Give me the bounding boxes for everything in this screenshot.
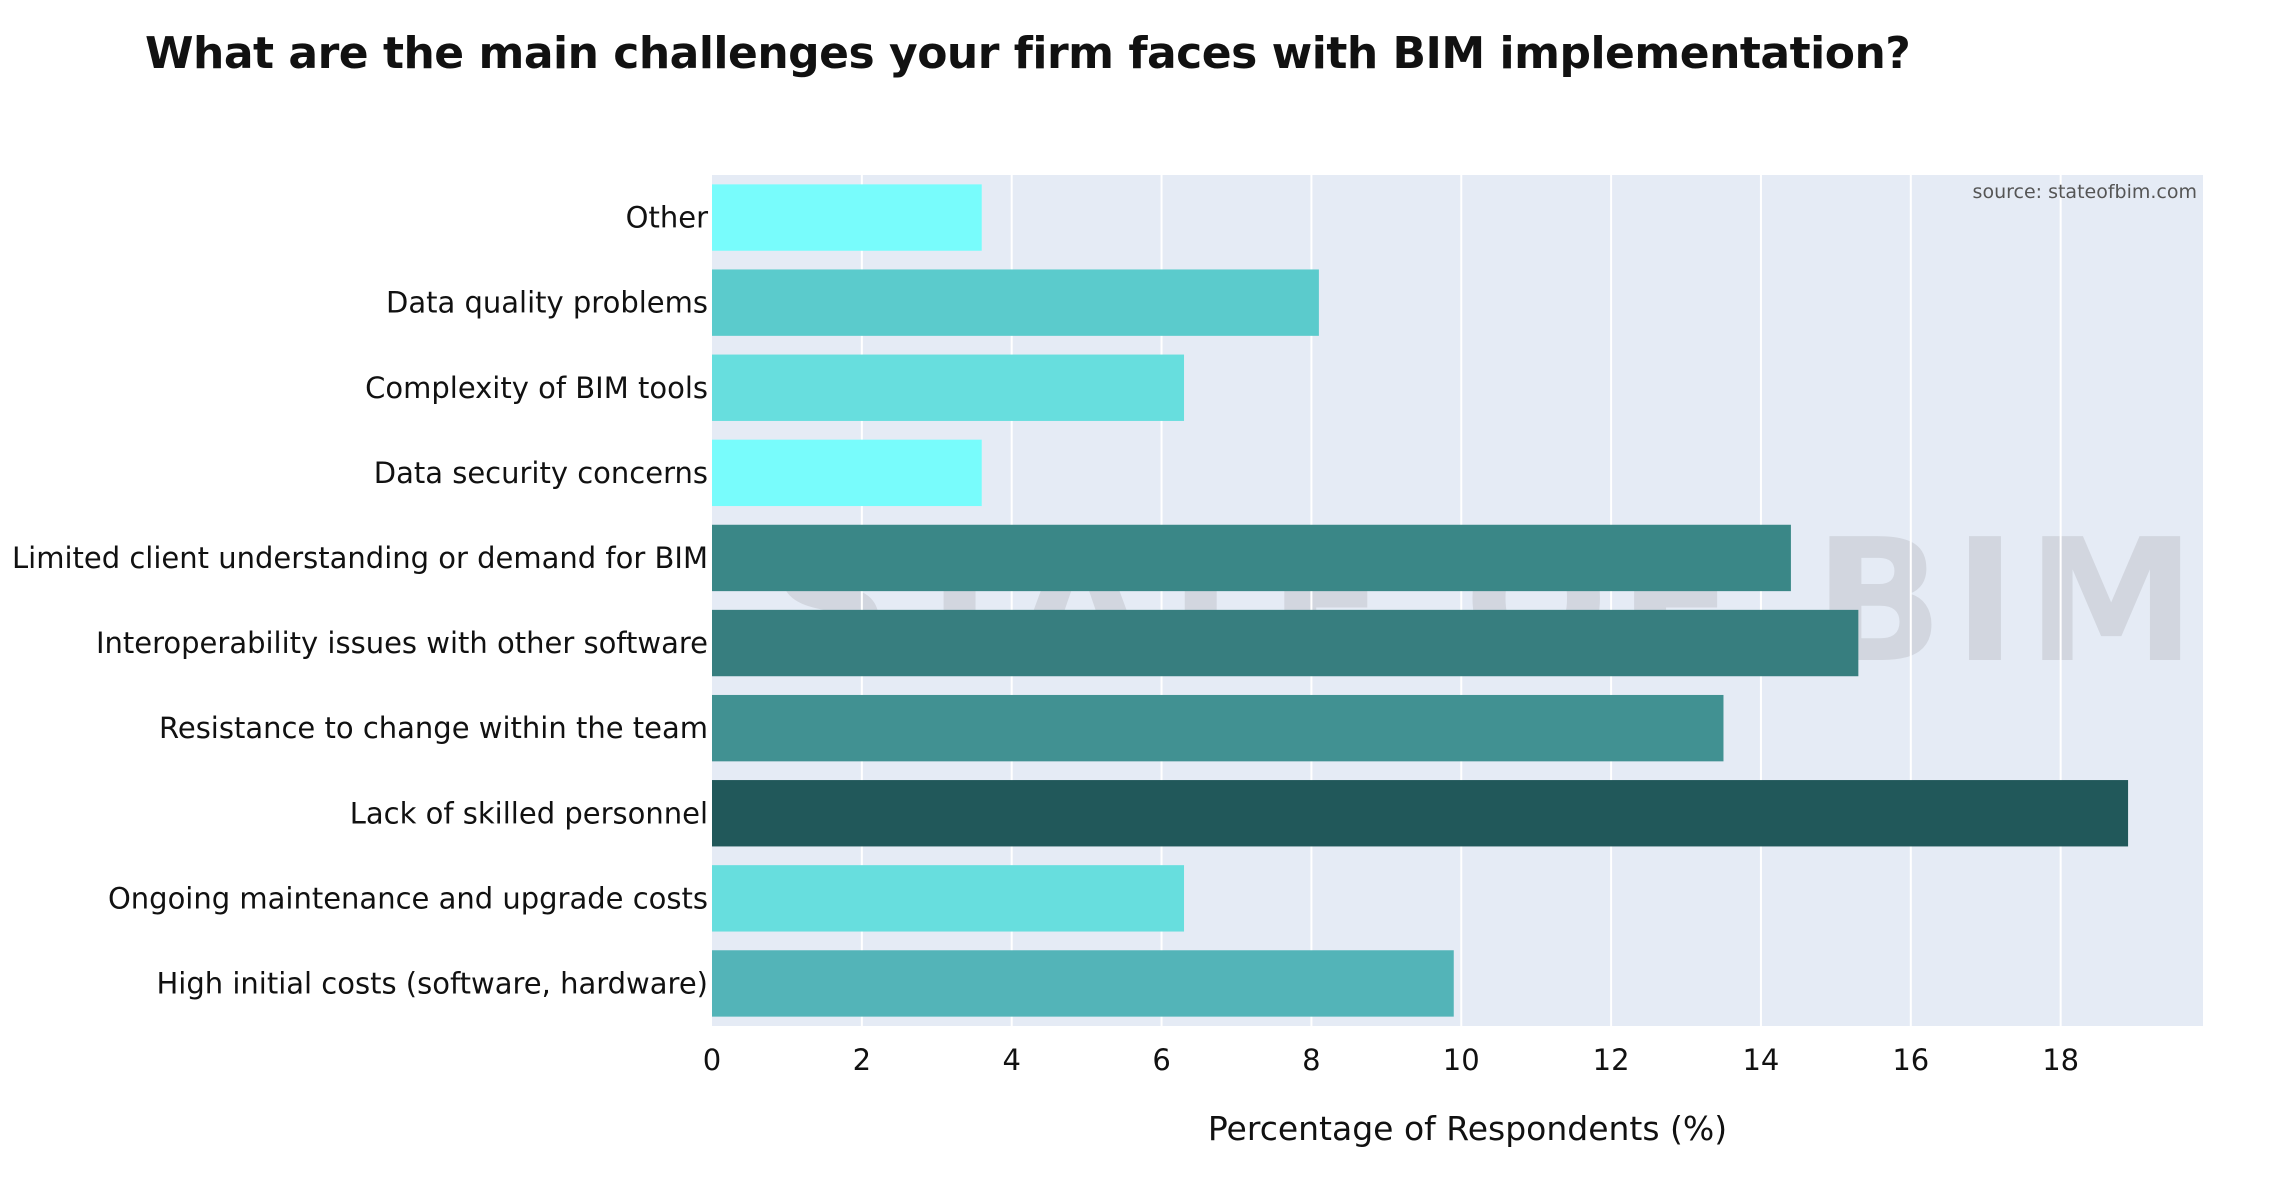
bar bbox=[712, 609, 1859, 677]
bar bbox=[712, 184, 982, 251]
bar bbox=[712, 950, 1454, 1017]
chart-title: What are the main challenges your firm f… bbox=[145, 28, 1911, 79]
y-tick-label: Data quality problems bbox=[386, 286, 708, 320]
y-tick-label: Limited client understanding or demand f… bbox=[12, 541, 708, 575]
bar bbox=[712, 269, 1319, 336]
x-tick-label: 2 bbox=[853, 1043, 871, 1077]
y-tick-label: Complexity of BIM tools bbox=[365, 371, 708, 405]
y-axis-labels: High initial costs (software, hardware) O… bbox=[12, 201, 708, 1001]
bar bbox=[712, 865, 1185, 932]
y-tick-label: Resistance to change within the team bbox=[159, 711, 708, 745]
x-axis-ticks: 0 2 4 6 8 10 12 14 16 18 bbox=[703, 1043, 2079, 1077]
x-tick-label: 12 bbox=[1593, 1043, 1630, 1077]
bar bbox=[712, 354, 1185, 421]
y-tick-label: Data security concerns bbox=[374, 456, 708, 490]
x-tick-label: 18 bbox=[2042, 1043, 2079, 1077]
x-tick-label: 14 bbox=[1742, 1043, 1779, 1077]
bar bbox=[712, 780, 2129, 847]
x-tick-label: 0 bbox=[703, 1043, 721, 1077]
x-tick-label: 10 bbox=[1443, 1043, 1480, 1077]
x-tick-label: 4 bbox=[1002, 1043, 1020, 1077]
y-tick-label: Lack of skilled personnel bbox=[350, 796, 708, 830]
bar bbox=[712, 524, 1791, 592]
y-tick-label: Ongoing maintenance and upgrade costs bbox=[108, 881, 708, 915]
y-tick-label: Other bbox=[626, 201, 708, 235]
y-tick-label: Interoperability issues with other softw… bbox=[96, 626, 708, 660]
source-annotation: source: stateofbim.com bbox=[1973, 181, 2197, 203]
x-tick-label: 16 bbox=[1892, 1043, 1929, 1077]
bars bbox=[712, 184, 2129, 1017]
bar bbox=[712, 694, 1724, 762]
x-axis-label: Percentage of Respondents (%) bbox=[1208, 1109, 1727, 1148]
bar bbox=[712, 439, 982, 507]
x-tick-label: 6 bbox=[1152, 1043, 1170, 1077]
y-tick-label: High initial costs (software, hardware) bbox=[156, 966, 708, 1000]
x-tick-label: 8 bbox=[1302, 1043, 1320, 1077]
